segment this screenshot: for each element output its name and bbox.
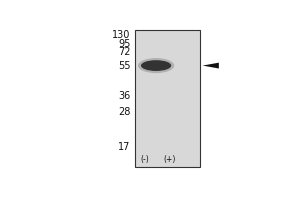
Text: 72: 72 (118, 47, 130, 57)
Text: 130: 130 (112, 30, 130, 40)
Text: 28: 28 (118, 107, 130, 117)
Text: (+): (+) (164, 155, 176, 164)
Text: (-): (-) (140, 155, 149, 164)
Text: 36: 36 (118, 91, 130, 101)
Text: 95: 95 (118, 39, 130, 49)
Text: 55: 55 (118, 61, 130, 71)
Text: 17: 17 (118, 142, 130, 152)
Bar (135, 30, 200, 167)
Polygon shape (202, 63, 219, 69)
Ellipse shape (138, 58, 174, 73)
Ellipse shape (141, 60, 171, 71)
